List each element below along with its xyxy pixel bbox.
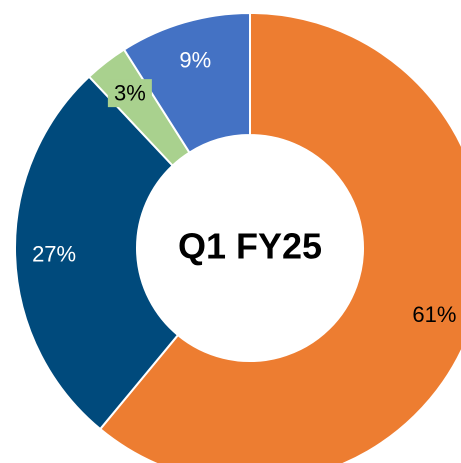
labels: 61% 27% 3% 9% (32, 47, 456, 327)
label-box (107, 79, 152, 108)
slice (122, 11, 251, 154)
data-label: 3% (114, 81, 146, 106)
data-label: 9% (179, 47, 211, 72)
data-label: 27% (32, 242, 76, 267)
slices (14, 11, 461, 463)
slice (98, 11, 461, 463)
chart-title: Q1 FY25 (178, 226, 322, 267)
slice (14, 75, 180, 431)
data-label: 61% (412, 302, 456, 327)
